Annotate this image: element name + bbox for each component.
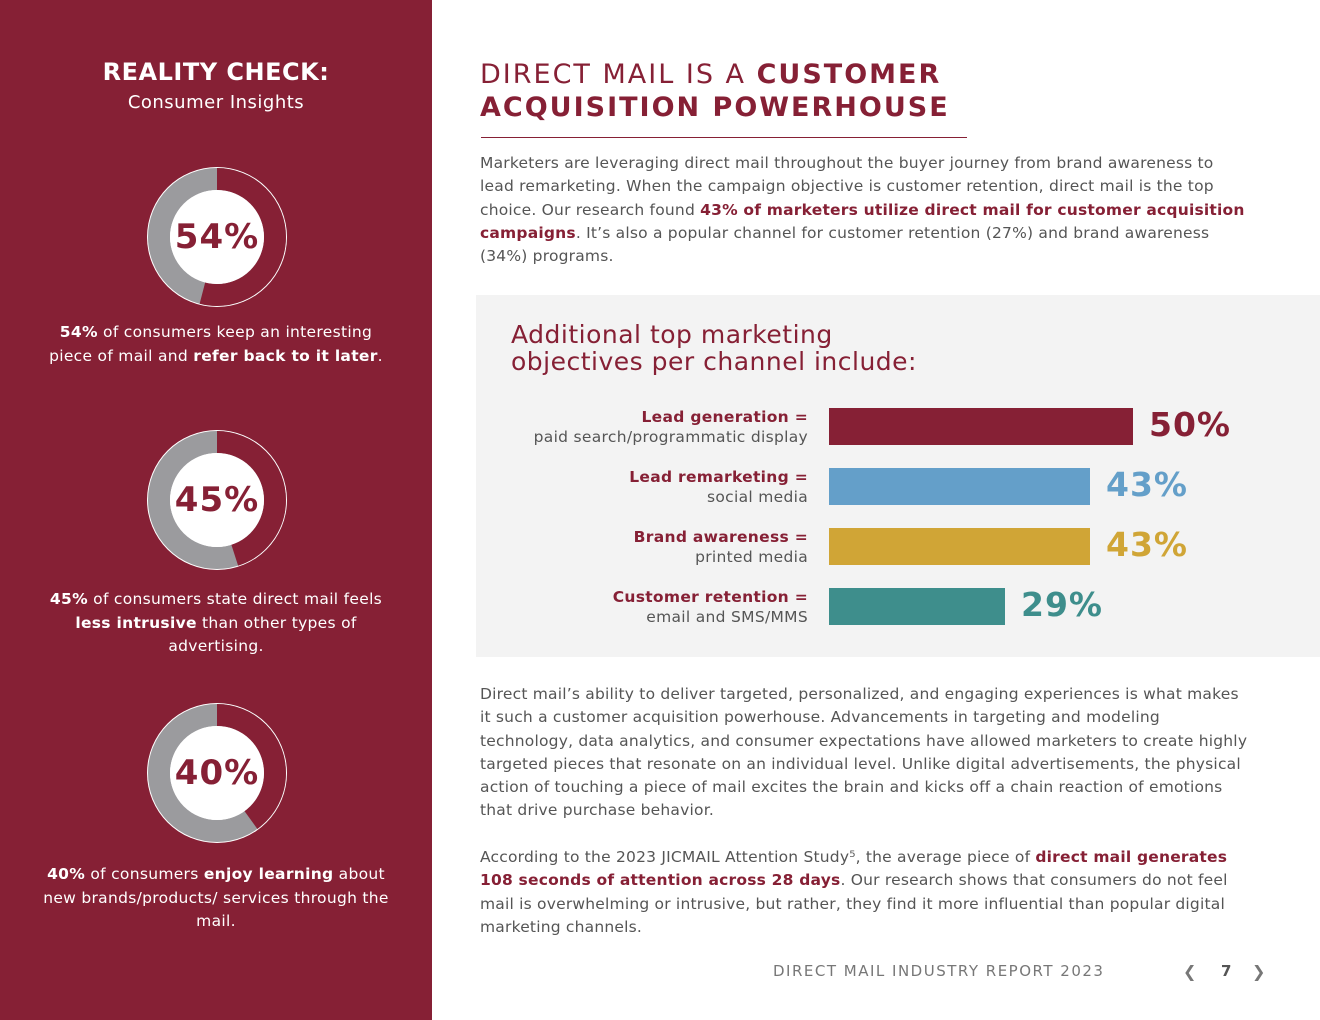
page-number: 7	[1221, 962, 1232, 980]
stat-emphasis: 45%	[49, 590, 88, 608]
intro-paragraph: Marketers are leveraging direct mail thr…	[480, 152, 1250, 268]
sidebar-title: REALITY CHECK:	[102, 58, 330, 86]
stat-emphasis: less intrusive	[75, 613, 197, 632]
panel-title-line-2: objectives per channel include:	[511, 347, 917, 376]
report-title-footer: DIRECT MAIL INDUSTRY REPORT 2023	[773, 962, 1105, 980]
title-line-2: ACQUISITION POWERHOUSE	[480, 92, 950, 123]
bar-label-channel: printed media	[695, 548, 808, 566]
highlight-text: direct mail generates 108 seconds of att…	[480, 848, 1228, 890]
bar-category-label: Lead remarketing = social media	[629, 467, 808, 507]
bar-value-label: 29%	[1021, 585, 1103, 624]
sidebar: REALITY CHECK: Consumer Insights 54% 54%…	[0, 0, 432, 1020]
donut-svg	[147, 430, 287, 570]
donut-chart-40: 40%	[146, 702, 288, 844]
donut-chart-45: 45%	[146, 429, 288, 571]
donut-hole	[170, 453, 264, 547]
stat-text: about new brands/products/ services thro…	[43, 865, 389, 930]
stat-text: of consumers keep an interesting piece o…	[49, 323, 373, 365]
chevron-right-icon[interactable]: ❯	[1252, 962, 1266, 981]
stat-text-45: 45% of consumers state direct mail feels…	[40, 588, 392, 659]
donut-hole	[170, 726, 264, 820]
bar-row: Brand awareness = printed media 43%	[476, 525, 1320, 568]
highlight-text: 43% of marketers utilize direct mail for…	[480, 200, 1245, 242]
stat-text: of consumers state direct mail feels	[87, 590, 383, 608]
bar-value-label: 50%	[1149, 405, 1231, 444]
objectives-panel: Additional top marketing objectives per …	[476, 295, 1320, 657]
bar	[829, 528, 1090, 565]
bar	[829, 468, 1090, 505]
paragraph-text: . Our research shows that consumers do n…	[480, 871, 1228, 936]
bar-value-label: 43%	[1106, 465, 1188, 504]
donut-hole	[170, 190, 264, 284]
bar-row: Customer retention = email and SMS/MMS 29%	[476, 585, 1320, 628]
paragraph-text: . It’s also a popular channel for custom…	[480, 223, 1210, 266]
stat-emphasis: refer back to it later	[193, 346, 378, 365]
bar-value-label: 43%	[1106, 525, 1188, 564]
donut-value-arc	[148, 704, 286, 842]
chevron-left-icon[interactable]: ❮	[1183, 962, 1197, 981]
bar-label-objective: Brand awareness =	[633, 528, 808, 546]
stat-text-40: 40% of consumers enjoy learning about ne…	[40, 863, 392, 934]
stat-text: of consumers	[85, 865, 204, 883]
panel-title-line-1: Additional top marketing	[511, 320, 833, 349]
stat-emphasis: 40%	[47, 865, 86, 883]
sidebar-subtitle: Consumer Insights	[127, 92, 305, 113]
panel-title: Additional top marketing objectives per …	[511, 321, 917, 375]
donut-value-arc	[148, 431, 286, 569]
body-paragraph-1: Direct mail’s ability to deliver targete…	[480, 685, 1248, 820]
bar-label-objective: Lead generation =	[641, 408, 808, 426]
bar-category-label: Customer retention = email and SMS/MMS	[613, 587, 808, 627]
bar	[829, 588, 1005, 625]
title-bold: CUSTOMER	[756, 59, 942, 90]
bar-label-objective: Customer retention =	[612, 588, 808, 606]
paragraph-text: Marketers are leveraging direct mail thr…	[480, 154, 1214, 219]
bar-category-label: Lead generation = paid search/programmati…	[534, 407, 808, 447]
bar-label-objective: Lead remarketing =	[629, 468, 808, 486]
page-title: DIRECT MAIL IS A CUSTOMER ACQUISITION PO…	[480, 58, 950, 124]
donut-chart-54: 54%	[146, 166, 288, 308]
stat-emphasis: 54%	[59, 323, 98, 341]
donut-svg	[147, 167, 287, 307]
donut-percent-label: 40%	[174, 753, 260, 793]
stat-text: than other types of advertising.	[168, 613, 357, 656]
stat-text-54: 54% of consumers keep an interesting pie…	[40, 321, 392, 368]
bar-row: Lead generation = paid search/programmati…	[476, 405, 1320, 448]
donut-percent-label: 45%	[174, 480, 260, 520]
donut-svg	[147, 703, 287, 843]
bar	[829, 408, 1133, 445]
bar-label-channel: social media	[707, 488, 808, 506]
title-divider	[481, 137, 967, 138]
bar-row: Lead remarketing = social media 43%	[476, 465, 1320, 508]
title-light: DIRECT MAIL IS A	[480, 59, 757, 90]
stat-text: .	[377, 346, 383, 365]
bar-label-channel: email and SMS/MMS	[646, 608, 808, 626]
paragraph-text: According to the 2023 JICMAIL Attention …	[480, 848, 1036, 866]
bar-label-channel: paid search/programmatic display	[533, 428, 808, 446]
stat-emphasis: enjoy learning	[203, 865, 334, 883]
bar-category-label: Brand awareness = printed media	[634, 527, 808, 567]
donut-percent-label: 54%	[174, 217, 260, 257]
body-paragraph-2: According to the 2023 JICMAIL Attention …	[480, 846, 1250, 939]
donut-value-arc	[148, 168, 286, 306]
